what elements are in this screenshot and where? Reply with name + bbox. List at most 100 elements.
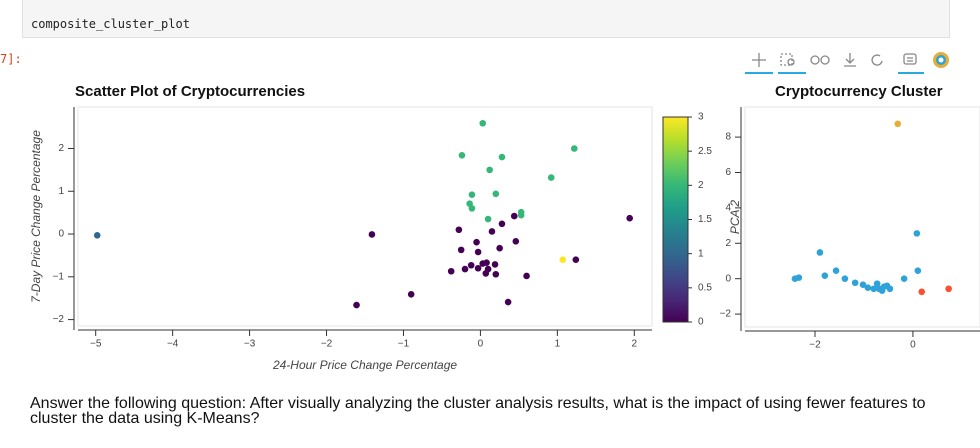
y-axis-label: PCA 2 bbox=[728, 200, 742, 235]
zoom-tool[interactable] bbox=[778, 53, 806, 74]
x-tick-label: 2 bbox=[632, 339, 638, 350]
data-point bbox=[517, 211, 525, 219]
data-point bbox=[492, 270, 500, 278]
colorbar-tick-label: 2 bbox=[698, 180, 704, 191]
data-point bbox=[913, 230, 921, 237]
colorbar-tick-label: 0 bbox=[698, 317, 704, 328]
hover-tool[interactable] bbox=[898, 53, 924, 74]
data-point bbox=[510, 212, 518, 220]
output: Scatter Plot of Cryptocurrencies −5 −4 −3 −2… bbox=[29, 52, 980, 372]
data-point bbox=[474, 248, 482, 256]
data-point bbox=[547, 174, 555, 181]
data-point bbox=[482, 270, 490, 277]
data-point bbox=[878, 287, 886, 295]
y-tick-label: 6 bbox=[725, 167, 731, 178]
plot-area bbox=[744, 106, 980, 328]
data-point bbox=[484, 215, 492, 223]
data-point bbox=[486, 166, 493, 174]
data-point bbox=[945, 285, 952, 293]
plot-area bbox=[77, 106, 653, 327]
data-point bbox=[523, 272, 530, 280]
colorbar-tick-label: 2.5 bbox=[698, 146, 712, 157]
y-tick-label: 4 bbox=[725, 203, 731, 214]
toolbar bbox=[745, 52, 949, 74]
x-tick-label: −2 bbox=[321, 339, 333, 350]
data-point bbox=[873, 280, 881, 287]
x-axis-label: 24-Hour Price Change Percentage bbox=[272, 358, 457, 372]
data-point bbox=[474, 264, 482, 272]
y-tick-label: 0 bbox=[58, 229, 64, 240]
data-point bbox=[491, 261, 499, 268]
data-point bbox=[841, 275, 849, 282]
data-point bbox=[851, 279, 859, 287]
data-point bbox=[894, 120, 902, 128]
chart-title: Scatter Plot of Cryptocurrencies bbox=[75, 83, 305, 100]
x-tick-label: −3 bbox=[244, 339, 256, 350]
x-tick-label: −5 bbox=[90, 339, 102, 350]
data-point bbox=[914, 267, 922, 275]
data-point bbox=[407, 291, 415, 298]
data-point bbox=[498, 220, 506, 228]
colorbar-tick-label: 3 bbox=[698, 112, 704, 123]
data-point bbox=[455, 226, 463, 234]
prompt: 7]: bbox=[0, 52, 22, 66]
y-tick-label: −2 bbox=[53, 314, 65, 325]
data-point bbox=[816, 249, 824, 256]
data-point bbox=[492, 190, 500, 198]
x-tick-label: 0 bbox=[910, 340, 916, 351]
colorbar-tick-label: 1 bbox=[698, 248, 704, 259]
data-point bbox=[353, 301, 360, 309]
colorbar-tick-label: 1.5 bbox=[698, 214, 712, 225]
y-tick-label: 2 bbox=[725, 238, 731, 249]
x-tick-label: −4 bbox=[167, 339, 179, 350]
data-point bbox=[473, 238, 480, 246]
data-point bbox=[468, 191, 476, 198]
data-point bbox=[918, 288, 926, 296]
data-point bbox=[572, 256, 580, 264]
chart-title: Cryptocurrency Cluster bbox=[775, 83, 943, 100]
bokeh-logo[interactable] bbox=[933, 52, 949, 68]
data-point bbox=[458, 152, 466, 159]
y-tick-label: −2 bbox=[720, 309, 732, 320]
colorbar-tick-label: 0.5 bbox=[698, 282, 712, 293]
data-point bbox=[368, 231, 376, 238]
x-tick-label: −1 bbox=[398, 339, 410, 350]
data-point bbox=[488, 228, 496, 235]
data-point bbox=[626, 214, 633, 222]
data-point bbox=[467, 261, 475, 269]
data-point bbox=[483, 259, 490, 266]
data-point bbox=[447, 267, 455, 275]
y-tick-label: 2 bbox=[58, 143, 64, 154]
data-point bbox=[886, 285, 894, 293]
y-tick-label: 1 bbox=[58, 186, 64, 197]
data-point bbox=[496, 244, 503, 252]
code-cell[interactable]: composite_cluster_plot bbox=[22, 0, 950, 38]
pan-tool[interactable] bbox=[745, 53, 773, 74]
x-tick-label: 1 bbox=[555, 339, 561, 350]
y-axis-label: 7-Day Price Change Percentage bbox=[29, 130, 43, 303]
data-point bbox=[93, 232, 101, 239]
x-tick-label: −2 bbox=[809, 340, 821, 351]
data-point bbox=[504, 298, 512, 306]
data-point bbox=[498, 153, 506, 161]
data-point bbox=[559, 256, 567, 264]
data-point bbox=[859, 281, 867, 288]
data-point bbox=[900, 275, 908, 282]
data-point bbox=[479, 119, 487, 127]
data-point bbox=[821, 272, 829, 279]
colorbar bbox=[662, 116, 689, 323]
data-point bbox=[570, 145, 578, 152]
data-point bbox=[468, 205, 476, 212]
data-point bbox=[870, 285, 878, 293]
reset-tool[interactable] bbox=[871, 54, 883, 66]
y-tick-label: −1 bbox=[53, 271, 65, 282]
x-tick-label: 0 bbox=[478, 339, 484, 350]
question: Answer the following question: After vis… bbox=[30, 395, 926, 427]
data-point bbox=[864, 284, 872, 292]
save-tool[interactable] bbox=[844, 53, 856, 67]
wheel-zoom-tool[interactable] bbox=[810, 55, 830, 65]
code: composite_cluster_plot bbox=[31, 17, 190, 31]
data-point bbox=[461, 265, 469, 273]
data-point bbox=[457, 246, 465, 254]
